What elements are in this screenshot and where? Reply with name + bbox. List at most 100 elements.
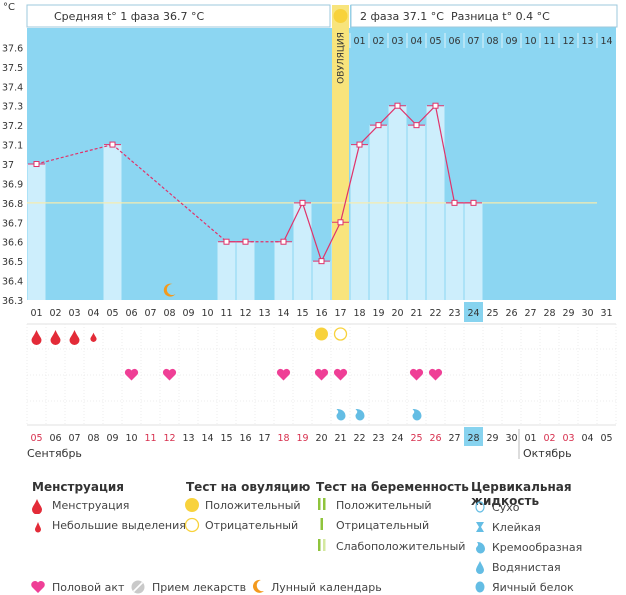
calendar-date-label: 05	[30, 433, 42, 444]
y-tick-label: 36.3	[2, 296, 23, 307]
legend-preg-weak: Слабоположительный	[336, 540, 466, 553]
preg-positive-icon	[318, 498, 326, 510]
cycle-day-label: 28	[543, 308, 555, 319]
y-tick-label: 36.5	[2, 257, 23, 268]
month-label-september: Сентябрь	[27, 447, 82, 460]
legend-cervical-title: Цервикальная жидкость	[471, 480, 572, 508]
legend-lunar: Лунный календарь	[271, 581, 382, 594]
preg-negative-icon	[320, 518, 323, 530]
cycle-day-label: 03	[68, 308, 80, 319]
cervical-creamy-icon	[355, 409, 365, 421]
cycle-day-label: 31	[600, 308, 612, 319]
phase1-average: Средняя t° 1 фаза 36.7 °C	[54, 10, 204, 23]
y-tick-label: 36.9	[2, 179, 23, 190]
y-tick-label: 36.6	[2, 238, 23, 249]
cycle-day-label: 23	[448, 308, 460, 319]
temperature-point	[280, 238, 287, 245]
legend-sticky: Клейкая	[492, 521, 541, 534]
temperature-point	[318, 258, 325, 265]
y-tick-label: 36.7	[2, 218, 23, 229]
heart-icon	[31, 581, 45, 593]
temperature-point	[451, 199, 458, 206]
phase2-day-label: 01	[353, 36, 365, 47]
ovulation-test-positive-icon	[315, 327, 328, 341]
calendar-date-label: 20	[315, 433, 327, 444]
y-tick-label: 37.2	[2, 121, 23, 132]
temperature-bar	[217, 241, 236, 300]
cycle-day-label: 04	[87, 308, 99, 319]
watery-icon	[476, 561, 484, 574]
cycle-day-label: 30	[581, 308, 593, 319]
calendar-date-label: 04	[581, 433, 593, 444]
temperature-line-segment	[359, 124, 379, 145]
phase2-day-label: 13	[581, 36, 593, 47]
cervical-creamy-icon	[412, 409, 422, 421]
temperature-point	[242, 238, 249, 245]
calendar-date-label: 13	[182, 433, 194, 444]
temperature-bar	[293, 202, 312, 300]
calendar-date-label: 08	[87, 433, 99, 444]
cycle-day-label: 14	[277, 308, 289, 319]
y-tick-label: 37	[2, 160, 14, 171]
temperature-line-segment	[282, 202, 304, 242]
calendar-date-label: 02	[543, 433, 555, 444]
temperature-bar	[407, 125, 426, 301]
calendar-date-label: 06	[49, 433, 61, 444]
calendar-date-label: 14	[201, 433, 213, 444]
cycle-day-label: 16	[315, 308, 327, 319]
egg-white-icon	[475, 581, 485, 593]
temperature-bar	[445, 202, 464, 300]
ovulation-label: ОВУЛЯЦИЯ	[337, 32, 347, 84]
phase2-header-box	[350, 4, 618, 28]
phase2-day-label: 08	[486, 36, 498, 47]
legend-preg-negative: Отрицательный	[336, 519, 430, 532]
calendar-date-label: 07	[68, 433, 80, 444]
temperature-line-segment	[378, 105, 398, 126]
calendar-date-label: 16	[239, 433, 251, 444]
temperature-bar	[350, 144, 369, 300]
calendar-date-label: 26	[429, 433, 441, 444]
current-day-highlight	[464, 302, 483, 322]
cycle-day-label: 18	[353, 308, 365, 319]
calendar-date-label: 27	[448, 433, 460, 444]
cycle-day-label: 24	[467, 308, 479, 319]
temperature-point	[470, 199, 477, 206]
temperature-line-segment	[36, 143, 113, 165]
cycle-day-label: 08	[163, 308, 175, 319]
cycle-day-label: 09	[182, 308, 194, 319]
intercourse-heart-icon	[124, 368, 139, 381]
menstruation-drop-icon	[69, 330, 80, 345]
phase2-day-label: 05	[429, 36, 441, 47]
temperature-line-segment	[320, 222, 342, 262]
calendar-date-label: 19	[296, 433, 308, 444]
temperature-point	[33, 161, 40, 167]
negative-test-icon	[184, 517, 200, 533]
temperature-bar	[464, 202, 483, 300]
phase1-header-box	[26, 4, 331, 28]
calendar-date-label: 22	[353, 433, 365, 444]
legend-pregnancy-test-title: Тест на беременность	[316, 480, 469, 494]
calendar-date-label: 18	[277, 433, 289, 444]
calendar-date-label: 24	[391, 433, 403, 444]
y-tick-label: 37.3	[2, 102, 23, 113]
legend-medication: Прием лекарств	[152, 581, 247, 594]
ovulation-sun-icon	[333, 9, 348, 23]
calendar-date-label: 01	[524, 433, 536, 444]
intercourse-heart-icon	[314, 368, 329, 381]
legend-negative: Отрицательный	[205, 519, 299, 532]
cycle-day-label: 21	[410, 308, 422, 319]
moon-icon	[163, 283, 176, 297]
y-tick-label: 37.4	[2, 82, 23, 93]
legend-menstruation: Менструация	[52, 499, 130, 512]
cycle-day-label: 17	[334, 308, 346, 319]
cervical-creamy-icon	[336, 409, 346, 421]
intercourse-heart-icon	[409, 368, 424, 381]
calendar-date-label: 30	[505, 433, 517, 444]
moon-icon	[252, 579, 264, 593]
phase2-day-label: 03	[391, 36, 403, 47]
legend-egg-white: Яичный белок	[492, 581, 574, 594]
temperature-line-segment	[434, 105, 456, 203]
temperature-point	[356, 141, 363, 148]
calendar-date-label: 05	[600, 433, 612, 444]
month-label-october: Октябрь	[523, 447, 572, 460]
